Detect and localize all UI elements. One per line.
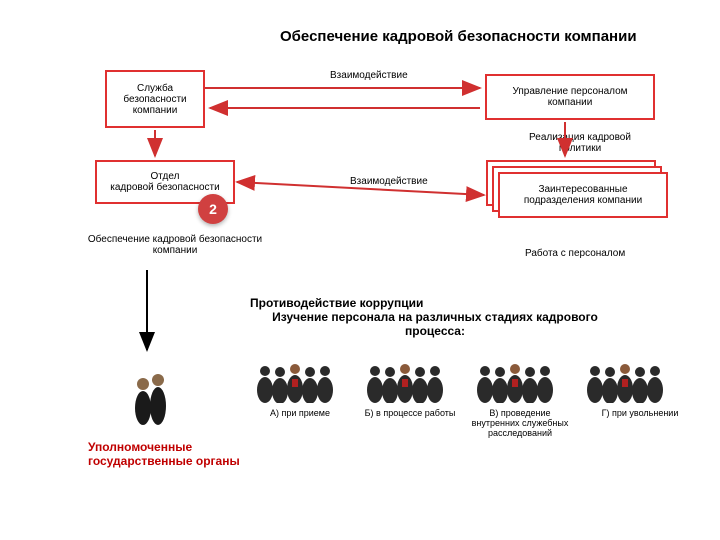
box-interested-depts: Заинтересованные подразделения компании [498,172,668,218]
label-policy: Реализация кадровой политики [510,132,650,154]
people-group-2 [360,345,455,403]
people-pair-gov [130,360,170,425]
label-gov-bodies: Уполномоченные государственные органы [88,440,268,468]
box-security-service: Служба безопасности компании [105,70,205,128]
people-group-1 [250,345,345,403]
label-ensure: Обеспечение кадровой безопасности компан… [80,234,270,256]
people-group-3 [470,345,565,403]
page-title: Обеспечение кадровой безопасности компан… [280,28,637,45]
label-interaction-1: Взаимодействие [330,70,408,81]
box-hr-management: Управление персоналом компании [485,74,655,120]
badge-number-text: 2 [209,201,217,217]
box-hr-management-text: Управление персоналом компании [491,86,649,108]
badge-number: 2 [198,194,228,224]
box-security-service-text: Служба безопасности компании [111,83,199,116]
label-study: Изучение персонала на различных стадиях … [255,310,615,338]
label-interaction-2: Взаимодействие [350,176,428,187]
stage-label-b: Б) в процессе работы [355,408,465,418]
box-interested-depts-text: Заинтересованные подразделения компании [504,184,662,206]
label-work-personnel: Работа с персоналом [525,248,625,259]
box-hr-security-dept-text: Отдел кадровой безопасности [110,171,219,193]
stage-label-a: А) при приеме [255,408,345,418]
stage-label-d: Г) при увольнении [590,408,690,418]
stage-label-c: В) проведение внутренних служебных рассл… [465,408,575,438]
people-group-4 [580,345,675,403]
label-anticorruption: Противодействие коррупции [250,296,423,310]
stack-layer-front: Заинтересованные подразделения компании [498,172,668,218]
